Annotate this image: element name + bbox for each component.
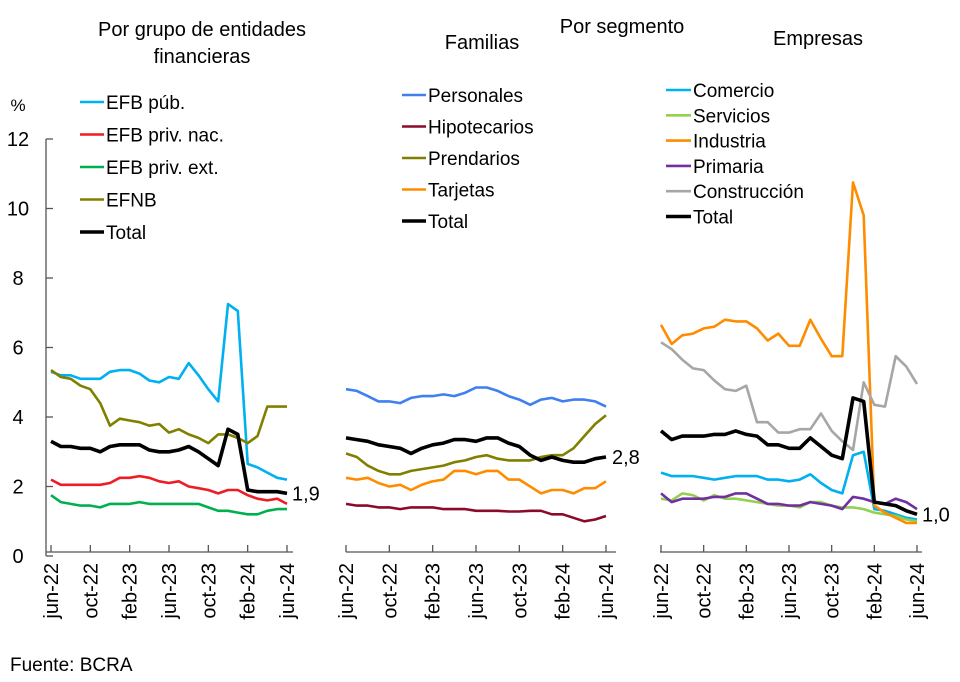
x-tick-label: jun-22 [41, 563, 63, 620]
y-tick-label: 4 [12, 407, 23, 429]
legend-label: Servicios [693, 106, 770, 127]
legend-label: Construcción [693, 182, 804, 203]
legend-label: Total [428, 212, 468, 233]
series-line-comercio [660, 450, 918, 521]
y-tick-label: 6 [12, 338, 23, 360]
x-tick-label: jun-23 [159, 563, 181, 620]
x-tick-label: jun-23 [779, 563, 801, 620]
y-tick-label: 8 [12, 268, 23, 290]
families-panel-title: Familias [445, 32, 519, 54]
x-tick-label: oct-23 [509, 563, 531, 619]
total-end-value-label: 2,8 [612, 447, 640, 469]
series-line-total [659, 396, 918, 517]
companies-panel-title: Empresas [773, 28, 863, 50]
y-axis-unit: % [10, 96, 25, 115]
x-tick-label: feb-24 [553, 563, 575, 620]
x-tick-label: jun-24 [596, 563, 618, 620]
series-line-efnb [50, 369, 287, 445]
legend-label: EFB priv. nac. [106, 126, 224, 147]
series-line-efb-priv-ext- [50, 494, 287, 516]
source-note: Fuente: BCRA [10, 655, 133, 676]
legend-label: Comercio [693, 81, 774, 102]
series-line-total [50, 427, 288, 496]
y-tick-label: 2 [12, 477, 23, 499]
y-tick-label: 10 [7, 199, 29, 221]
x-tick-label: jun-24 [277, 563, 299, 620]
legend-label: Personales [428, 86, 523, 107]
total-end-value-label: 1,0 [922, 504, 950, 526]
series-line-hipotecarios [345, 502, 607, 523]
x-tick-label: feb-23 [736, 563, 758, 620]
x-tick-label: jun-23 [466, 563, 488, 620]
x-tick-label: oct-22 [694, 563, 716, 619]
legend-label: EFB púb. [106, 93, 185, 114]
legend-label: Total [693, 208, 733, 229]
x-tick-label: oct-22 [80, 563, 102, 619]
legend-label: Hipotecarios [428, 118, 534, 139]
legend-label: Industria [693, 132, 766, 153]
x-tick-label: oct-22 [379, 563, 401, 619]
legend-label: Prendarios [428, 149, 520, 170]
series-line-prendarios [345, 414, 607, 476]
x-tick-label: jun-22 [651, 563, 673, 620]
series-line-efb-púb- [50, 302, 288, 481]
x-tick-label: feb-23 [423, 563, 445, 620]
legend-label: Tarjetas [428, 181, 495, 202]
y-tick-label: 12 [7, 129, 29, 151]
series-line-industria [659, 181, 917, 525]
left-panel-title-line2: financieras [154, 46, 251, 68]
series-line-efb-priv-nac- [50, 474, 288, 506]
x-tick-label: feb-24 [864, 563, 886, 620]
legend-label: EFNB [106, 191, 157, 212]
x-tick-label: jun-22 [336, 563, 358, 620]
series-line-construcción [660, 341, 919, 452]
left-panel-title-line1: Por grupo de entidades [98, 19, 306, 41]
segment-title: Por segmento [560, 16, 685, 38]
x-tick-label: jun-24 [907, 563, 929, 620]
x-tick-label: feb-24 [238, 563, 260, 620]
legend-label: EFB priv. ext. [106, 158, 219, 179]
legend-label: Total [106, 223, 146, 244]
total-end-value-label: 1,9 [292, 483, 320, 505]
x-tick-label: oct-23 [198, 563, 220, 619]
series-line-personales [345, 386, 607, 408]
y-tick-label: 0 [12, 546, 23, 568]
x-tick-label: oct-23 [822, 563, 844, 619]
series-line-tarjetas [345, 469, 607, 495]
legend-label: Primaria [693, 157, 764, 178]
series-line-total [345, 436, 607, 465]
x-tick-label: feb-23 [120, 563, 142, 620]
